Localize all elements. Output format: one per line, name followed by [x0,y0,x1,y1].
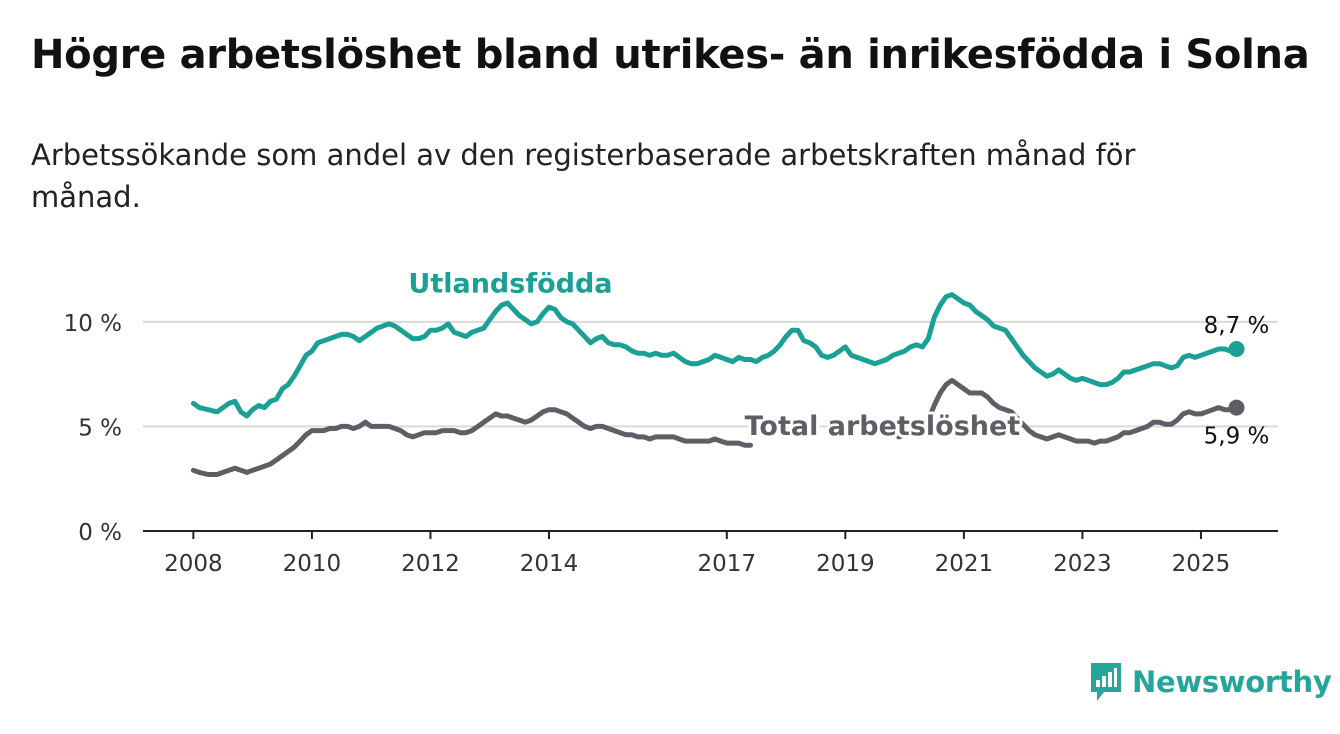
x-tick-label: 2021 [935,551,994,577]
x-tick-label: 2025 [1172,551,1231,577]
x-tick-label: 2019 [816,551,875,577]
series-end-point [1228,341,1245,358]
chart-title: Högre arbetslöshet bland utrikes- än inr… [31,32,1310,78]
x-tick-label: 2014 [520,551,579,577]
series-annotation: Total arbetslöshet [745,411,1021,442]
brand: Newsworthy [1088,660,1332,704]
y-tick-label: 5 % [78,415,122,441]
series-line [190,292,1239,419]
end-value-label: 5,9 % [1204,424,1270,450]
x-tick-label: 2010 [283,551,342,577]
chart-subtitle: Arbetssökande som andel av den registerb… [31,138,1136,214]
end-value-label: 8,7 % [1204,313,1270,339]
newsworthy-logo-icon [1091,663,1121,701]
series-line [190,407,753,477]
x-tick-label: 2008 [164,551,223,577]
x-tick-label: 2017 [698,551,757,577]
x-tick-label: 2012 [401,551,460,577]
x-tick-label: 2023 [1053,551,1112,577]
series-line [896,377,1239,446]
series-end-point [1228,399,1245,416]
series-annotation: Utlandsfödda [408,269,612,300]
y-tick-label: 10 % [64,311,122,337]
brand-name: Newsworthy [1132,665,1332,699]
y-tick-label: 0 % [78,520,122,546]
